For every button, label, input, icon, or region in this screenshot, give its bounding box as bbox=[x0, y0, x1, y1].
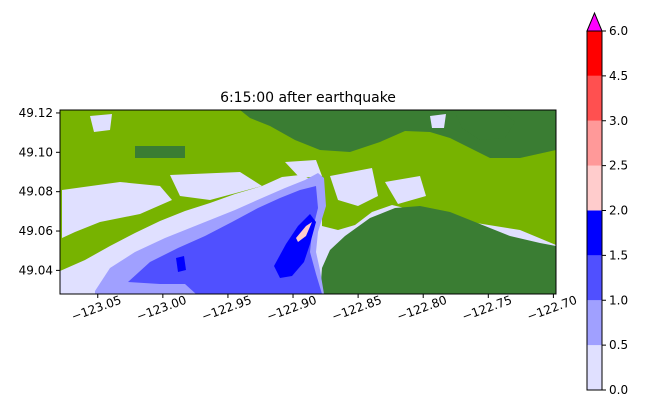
flooded-patch-3 bbox=[285, 160, 322, 178]
depth-band-2.0-2.5 bbox=[296, 222, 312, 242]
highland-southeast bbox=[320, 206, 556, 294]
x-tick-label: −122.95 bbox=[200, 293, 254, 324]
colorbar-segment bbox=[587, 300, 602, 346]
y-axis: 49.04 49.06 49.08 49.10 49.12 bbox=[19, 106, 60, 277]
colorbar-tick-label: 0.5 bbox=[609, 338, 628, 352]
colorbar-tick-label: 3.0 bbox=[609, 114, 628, 128]
x-tick-label: −122.80 bbox=[395, 293, 449, 324]
x-tick-label: −122.85 bbox=[330, 293, 384, 324]
flooded-patch-7 bbox=[430, 114, 446, 128]
colorbar-tick-label: 6.0 bbox=[609, 24, 628, 38]
x-tick-label: −122.75 bbox=[460, 293, 514, 324]
depth-band-1.0-1.5 bbox=[128, 186, 322, 294]
colorbar-segment bbox=[587, 255, 602, 301]
colorbar-tick-label: 4.5 bbox=[609, 69, 628, 83]
highland-patch-1 bbox=[455, 110, 515, 140]
colorbar-tick-label: 1.0 bbox=[609, 293, 628, 307]
colorbar-segment bbox=[587, 75, 602, 121]
inundation-map bbox=[60, 110, 556, 294]
y-tick-label: 49.10 bbox=[19, 145, 53, 159]
colorbar-segment bbox=[587, 120, 602, 166]
plot-frame bbox=[59, 109, 557, 295]
colorbar-segment bbox=[587, 31, 602, 76]
flooded-patch-5 bbox=[385, 176, 426, 204]
y-tick-label: 49.08 bbox=[19, 185, 53, 199]
y-tick-label: 49.12 bbox=[19, 106, 53, 120]
colorbar-segment bbox=[587, 210, 602, 256]
flooded-patch-6 bbox=[90, 114, 112, 132]
y-tick-label: 49.04 bbox=[19, 263, 53, 277]
x-tick-label: −122.70 bbox=[525, 293, 579, 324]
colorbar-extend-max bbox=[586, 11, 603, 32]
colorbar: 0.0 0.5 1.0 1.5 2.0 2.5 3.0 4.5 6.0 bbox=[586, 11, 628, 397]
highland-patch-2 bbox=[135, 146, 185, 158]
x-tick-label: −123.05 bbox=[70, 293, 124, 324]
chart-title: 6:15:00 after earthquake bbox=[220, 90, 396, 106]
flooded-patch-4 bbox=[330, 168, 378, 206]
colorbar-tick-label: 0.0 bbox=[609, 383, 628, 397]
x-tick-label: −122.90 bbox=[265, 293, 319, 324]
x-axis: −123.05 −123.00 −122.95 −122.90 −122.85 −122.… bbox=[70, 293, 579, 324]
colorbar-tick-label: 2.0 bbox=[609, 204, 628, 218]
depth-band-1.5-2.0-west bbox=[176, 256, 186, 272]
x-tick-label: −123.00 bbox=[135, 293, 189, 324]
y-tick-label: 49.06 bbox=[19, 224, 53, 238]
flooded-patch-2 bbox=[170, 172, 262, 200]
colorbar-tick-label: 1.5 bbox=[609, 248, 628, 262]
colorbar-segment bbox=[587, 345, 602, 390]
flooded-patch-1 bbox=[62, 182, 172, 238]
colorbar-segment bbox=[587, 165, 602, 211]
colorbar-tick-label: 2.5 bbox=[609, 159, 628, 173]
